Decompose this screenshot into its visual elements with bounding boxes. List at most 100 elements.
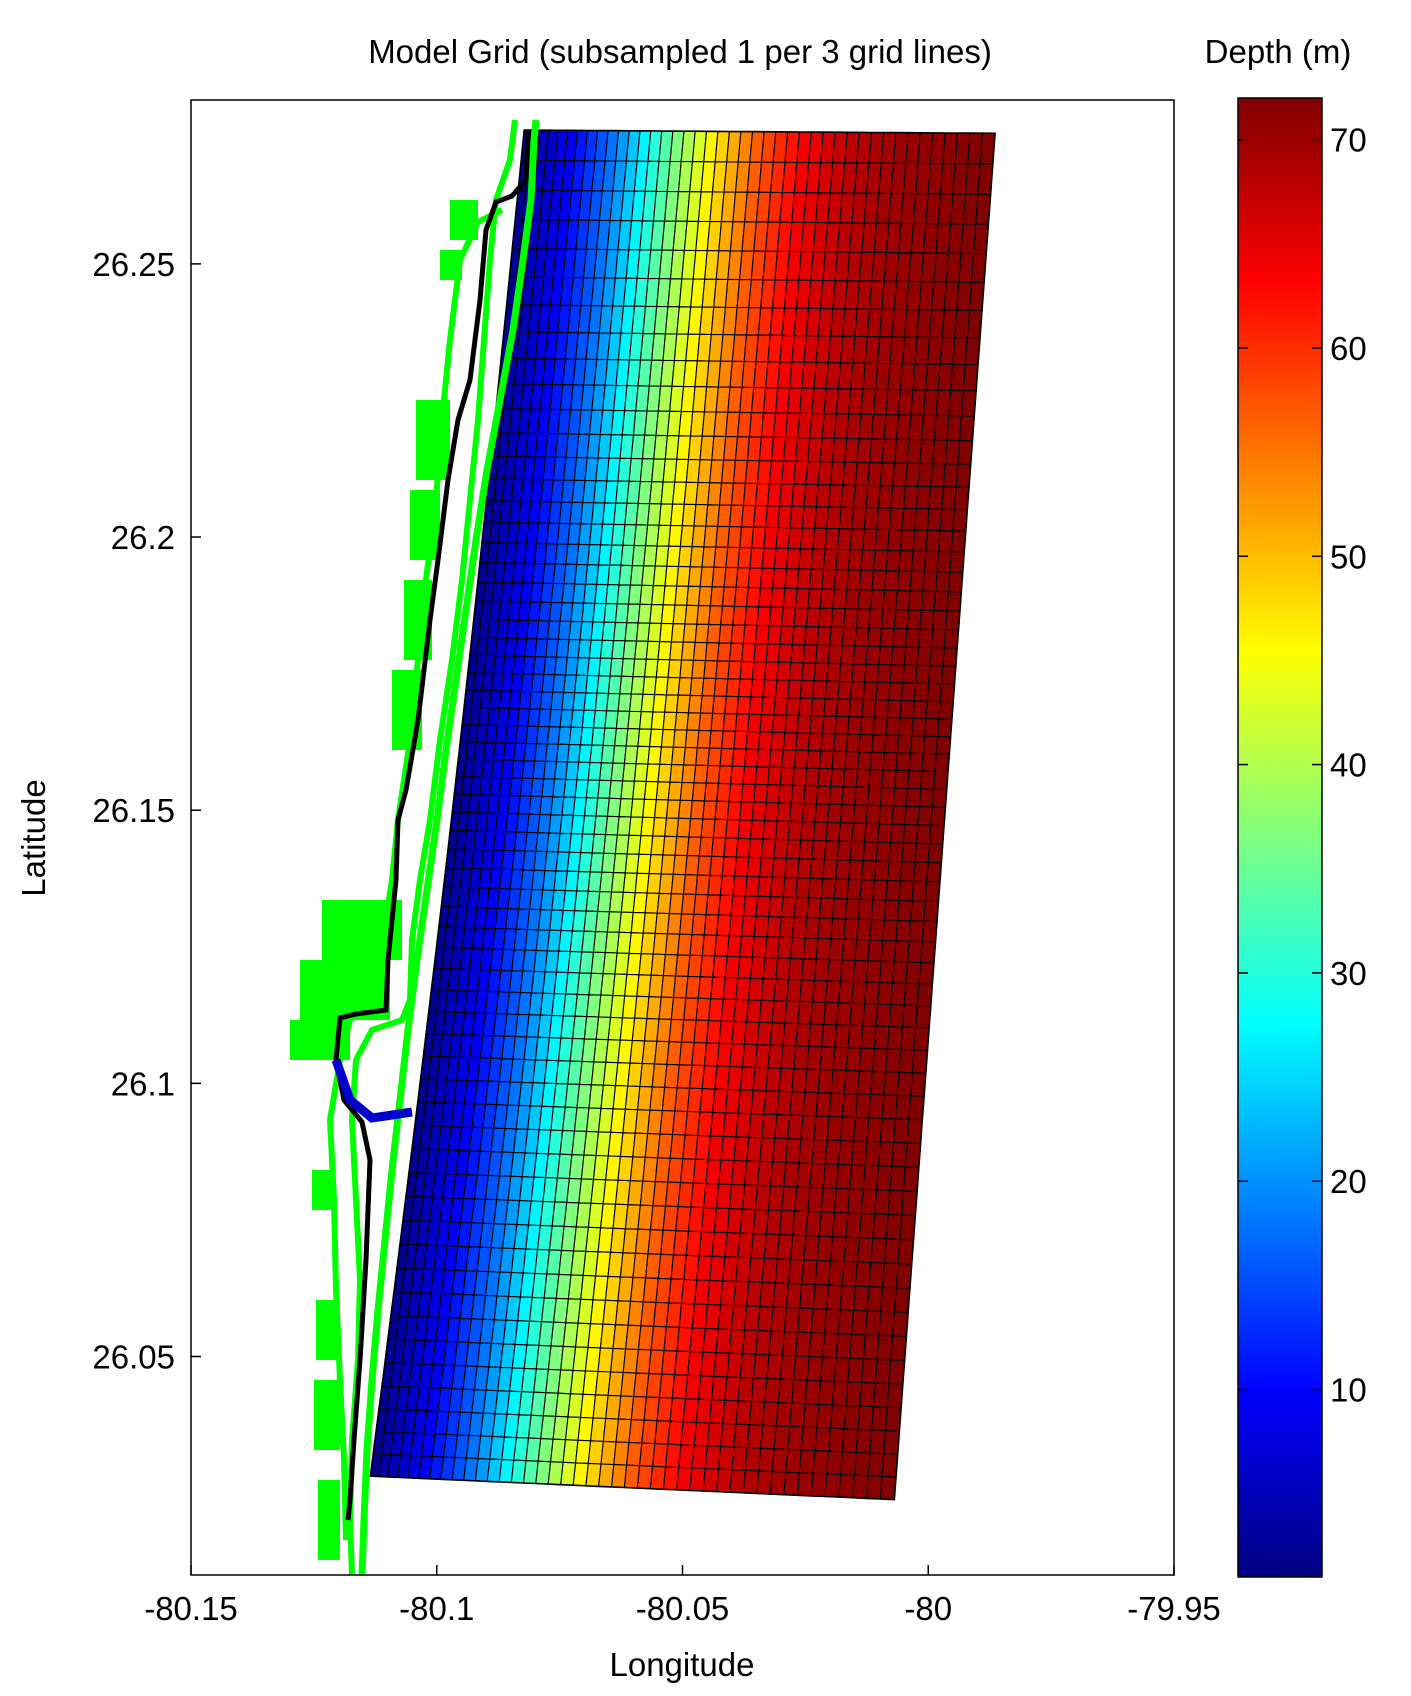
grid-cell (740, 783, 756, 803)
grid-cell (921, 920, 938, 943)
grid-cell (739, 801, 755, 821)
grid-cell (830, 1236, 847, 1263)
grid-cell (716, 642, 732, 662)
grid-cell (645, 763, 661, 783)
grid-cell (780, 896, 797, 918)
grid-cell (620, 780, 636, 800)
grid-cell (645, 640, 661, 661)
grid-cell (709, 855, 725, 877)
grid-cell (833, 569, 849, 591)
grid-cell (840, 645, 856, 665)
grid-cell (862, 1003, 879, 1027)
grid-cell (808, 568, 825, 590)
grid-cell (949, 551, 965, 573)
grid-cell (883, 1430, 900, 1455)
grid-cell (892, 787, 909, 807)
grid-cell (789, 1402, 806, 1428)
grid-cell (876, 664, 893, 684)
grid-cell (855, 768, 871, 788)
grid-cell (856, 1070, 874, 1096)
grid-cell (886, 860, 903, 882)
grid-cell (916, 983, 933, 1007)
grid-cell (831, 1211, 849, 1238)
grid-cell (897, 389, 914, 416)
grid-cell (890, 485, 906, 509)
grid-cell (657, 641, 673, 661)
grid-cell (908, 920, 925, 943)
grid-cell (746, 713, 763, 733)
grid-cell (730, 624, 746, 645)
grid-cell (827, 644, 843, 665)
grid-cell (817, 917, 834, 940)
grid-cell (625, 728, 641, 747)
grid-cell (684, 604, 700, 625)
grid-cell (662, 711, 678, 731)
grid-cell (918, 961, 935, 985)
grid-cell (862, 681, 878, 701)
grid-cell (868, 769, 884, 789)
grid-cell (909, 735, 926, 755)
grid-cell (859, 1382, 876, 1408)
grid-cell (904, 462, 921, 487)
grid-cell (797, 1472, 814, 1497)
grid-cell (860, 549, 876, 572)
grid-cell (919, 609, 935, 630)
grid-cell (866, 1117, 883, 1143)
grid-cell (746, 856, 762, 878)
grid-cell (804, 917, 821, 939)
grid-cell (816, 1403, 833, 1429)
grid-cell (939, 683, 956, 703)
grid-cell (875, 681, 891, 701)
y-tick-label: 26.05 (92, 1338, 175, 1375)
grid-cell (789, 802, 805, 823)
grid-cell (901, 842, 918, 863)
grid-cell (771, 1448, 789, 1473)
grid-cell (861, 699, 877, 718)
grid-cell (852, 645, 869, 665)
x-tick-label: -80.05 (636, 1590, 730, 1627)
grid-cell (784, 1000, 801, 1025)
grid-cell (769, 876, 786, 898)
grid-cell (904, 805, 920, 826)
grid-cell (811, 1139, 828, 1165)
grid-cell (670, 746, 686, 766)
grid-cell (760, 696, 776, 716)
grid-cell (840, 1451, 857, 1476)
grid-cell (843, 608, 859, 629)
grid-cell (708, 730, 724, 749)
grid-cell (856, 918, 872, 941)
grid-cell (882, 589, 898, 611)
grid-cell (731, 1446, 748, 1471)
grid-cell (715, 660, 731, 680)
grid-cell (903, 485, 919, 510)
grid-cell (896, 570, 913, 592)
grid-cell (931, 788, 948, 808)
grid-cell (694, 623, 710, 644)
grid-cell (773, 978, 790, 1002)
grid-cell (935, 571, 951, 593)
grid-cell (802, 1091, 819, 1117)
grid-cell (674, 585, 690, 606)
grid-cell (844, 898, 861, 920)
coastline-beach (358, 119, 540, 1575)
grid-cell (659, 746, 674, 766)
grid-cell (762, 679, 778, 699)
grid-cell (915, 824, 932, 845)
grid-cell (919, 439, 935, 465)
grid-cell (775, 526, 791, 550)
grid-cell (809, 715, 825, 735)
grid-cell (763, 1090, 780, 1116)
grid-cell (913, 861, 929, 883)
grid-cell (742, 765, 758, 785)
colorbar-tick-label: 30 (1330, 955, 1367, 992)
grid-cell (851, 981, 867, 1005)
grid-cell (749, 819, 766, 840)
grid-cell (797, 1307, 814, 1334)
grid-cell (865, 1475, 883, 1500)
grid-cell (933, 770, 949, 791)
chart-title: Model Grid (subsampled 1 per 3 grid line… (368, 33, 992, 70)
grid-cell (664, 817, 680, 838)
grid-cell (918, 788, 935, 808)
grid-cell (843, 918, 859, 941)
grid-cell (774, 820, 791, 841)
